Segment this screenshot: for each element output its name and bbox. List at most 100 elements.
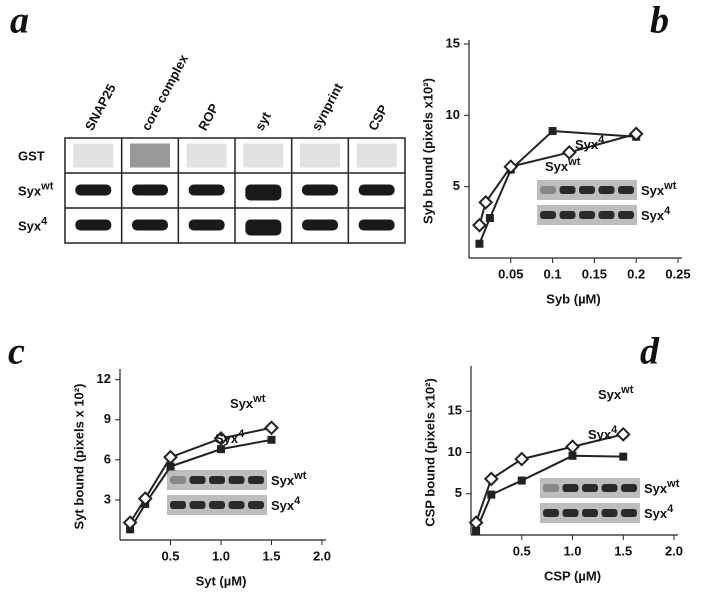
protein-band xyxy=(188,184,225,196)
gel-band xyxy=(579,211,595,219)
diamond-marker xyxy=(478,194,494,210)
curve-label: Syx4 xyxy=(215,428,245,447)
inset-label-base: Syx xyxy=(644,481,668,496)
blot-row-label-base: Syx xyxy=(18,184,42,199)
gel-band xyxy=(562,484,579,492)
protein-band xyxy=(75,184,112,196)
curve-label: Syxwt xyxy=(598,384,634,403)
blot-column-label: core complex xyxy=(138,51,191,133)
x-tick-label: 0.15 xyxy=(582,266,607,281)
inset-label-sup: 4 xyxy=(664,205,671,217)
panel-letter: d xyxy=(640,331,660,373)
gel-band xyxy=(562,509,579,517)
square-marker xyxy=(217,445,225,454)
diamond-marker xyxy=(163,449,178,465)
inset-label-base: Syx xyxy=(641,208,665,223)
y-tick-label: 5 xyxy=(453,178,460,193)
square-marker xyxy=(485,214,494,223)
gel-band xyxy=(601,509,618,517)
diamond-marker xyxy=(213,431,229,446)
blot-row-label-sup: wt xyxy=(40,180,54,192)
inset-label-sup: wt xyxy=(293,470,307,482)
protein-band xyxy=(358,184,395,196)
diamond-marker xyxy=(483,471,499,487)
diamond-marker xyxy=(503,159,519,175)
blot-column-label: SNAP25 xyxy=(82,81,119,133)
diamond-marker xyxy=(628,126,644,142)
curve-label-sup: wt xyxy=(252,393,266,405)
x-axis-label: CSP (µM) xyxy=(544,568,601,583)
gel-band xyxy=(189,476,206,484)
x-tick-label: 0.5 xyxy=(513,543,531,558)
curve-label-base: Syx xyxy=(575,137,599,152)
blot-column-label: synprint xyxy=(308,80,346,133)
blot-row-label: Syx4 xyxy=(18,215,48,234)
x-tick-label: 0.05 xyxy=(498,266,523,281)
x-tick-label: 0.25 xyxy=(665,266,690,281)
protein-band xyxy=(358,219,395,231)
diamond-marker xyxy=(565,439,580,455)
y-tick-label: 3 xyxy=(104,491,111,506)
inset-label-sup: 4 xyxy=(294,495,301,507)
curve-label-sup: 4 xyxy=(611,424,618,436)
gel-band xyxy=(598,186,615,194)
curve-label-base: Syx xyxy=(588,427,612,442)
inset-label-base: Syx xyxy=(271,498,295,513)
square-marker xyxy=(487,490,496,499)
y-tick-label: 15 xyxy=(448,403,462,418)
gel-band xyxy=(228,476,245,484)
panel-letter: a xyxy=(10,0,29,42)
x-axis-label: Syt (µM) xyxy=(196,573,247,588)
gel-band xyxy=(540,186,556,194)
curve-label: Syxwt xyxy=(230,393,266,412)
blot-column-label: CSP xyxy=(365,102,391,133)
gel-band xyxy=(559,186,576,194)
curve-label: Syxwt xyxy=(545,156,581,175)
blot-row-label-base: GST xyxy=(18,149,45,164)
square-marker xyxy=(548,127,557,136)
y-tick-label: 12 xyxy=(97,371,111,386)
gel-band xyxy=(543,484,559,492)
y-axis-label: Syt bound (pixels x 10²) xyxy=(71,384,86,530)
protein-band xyxy=(132,184,168,196)
inset-label: Syxwt xyxy=(644,478,680,497)
blot-row-label-base: Syx xyxy=(18,219,42,234)
inset-label-sup: wt xyxy=(663,180,677,192)
x-tick-label: 0.2 xyxy=(627,266,645,281)
x-tick-label: 1.5 xyxy=(614,543,632,558)
square-marker xyxy=(619,452,628,461)
x-axis-label: Syb (µM) xyxy=(546,291,600,306)
y-tick-label: 10 xyxy=(448,444,462,459)
diamond-marker xyxy=(514,451,530,467)
y-axis-label: Syb bound (pixels x10²) xyxy=(420,78,435,224)
square-marker xyxy=(475,239,484,248)
y-tick-label: 6 xyxy=(104,451,111,466)
gel-band xyxy=(228,501,245,509)
square-marker xyxy=(472,526,481,535)
curve-label-sup: 4 xyxy=(238,428,245,440)
gel-band xyxy=(621,509,637,517)
square-marker xyxy=(568,451,577,460)
curve-label-sup: wt xyxy=(567,156,581,168)
protein-band xyxy=(75,219,112,231)
gel-band xyxy=(582,484,598,492)
inset-label: Syx4 xyxy=(644,503,674,522)
x-tick-label: 2.0 xyxy=(665,543,683,558)
gel-band xyxy=(189,501,206,509)
diamond-marker xyxy=(137,491,153,506)
gel-band xyxy=(209,501,225,509)
gel-band xyxy=(248,476,264,484)
inset-label-sup: 4 xyxy=(667,503,674,515)
x-tick-label: 2.0 xyxy=(313,548,331,563)
x-tick-label: 0.5 xyxy=(161,548,179,563)
curve-label: Syx4 xyxy=(588,424,618,443)
inset-label-sup: wt xyxy=(666,478,680,490)
gel-band xyxy=(540,211,556,219)
curve-label: Syx4 xyxy=(575,134,605,153)
inset-label-base: Syx xyxy=(271,473,295,488)
diamond-marker xyxy=(561,145,577,160)
gst-lane xyxy=(130,143,170,168)
gel-band xyxy=(579,186,595,194)
gst-lane xyxy=(73,143,114,168)
square-marker xyxy=(517,476,526,485)
